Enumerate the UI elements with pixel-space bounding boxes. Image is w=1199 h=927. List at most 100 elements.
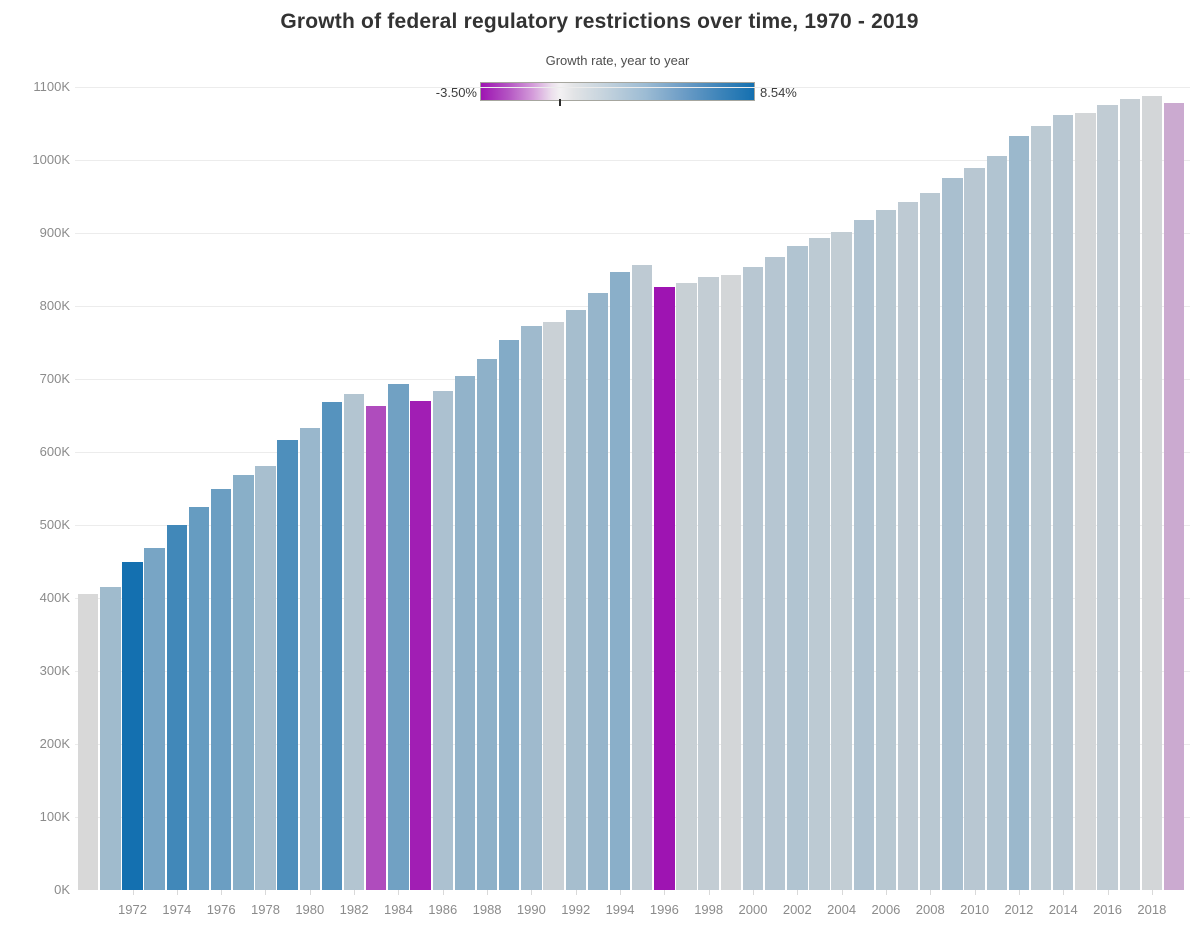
- bar-1996[interactable]: [654, 287, 675, 890]
- bar-1993[interactable]: [587, 292, 609, 890]
- x-tick-1988: [487, 890, 489, 895]
- y-axis-label-700K: 700K: [39, 371, 70, 386]
- gridline-1000K: [75, 160, 1190, 161]
- x-tick-2002: [797, 890, 799, 895]
- bar-1988[interactable]: [476, 359, 498, 890]
- bar-2012[interactable]: [1008, 135, 1030, 890]
- bar-2019[interactable]: [1163, 103, 1185, 890]
- bar-1987[interactable]: [454, 376, 476, 890]
- x-axis-label-2010: 2010: [960, 902, 990, 917]
- bar-1990[interactable]: [521, 325, 542, 890]
- x-axis-label-2016: 2016: [1093, 902, 1122, 917]
- bar-1981[interactable]: [321, 401, 343, 890]
- bar-1979[interactable]: [277, 440, 298, 890]
- gridline-900K: [75, 233, 1190, 234]
- gridline-1100K: [75, 87, 1190, 88]
- bar-1980[interactable]: [299, 427, 320, 890]
- bar-2005[interactable]: [853, 219, 874, 890]
- legend-zero-tick: [559, 99, 561, 106]
- bar-1977[interactable]: [233, 474, 254, 890]
- bar-1971[interactable]: [100, 587, 121, 890]
- x-axis-label-1980: 1980: [295, 902, 325, 917]
- bar-1999[interactable]: [720, 275, 742, 890]
- x-axis-label-1996: 1996: [649, 902, 679, 917]
- x-tick-1980: [309, 890, 311, 895]
- bar-2011[interactable]: [986, 155, 1007, 890]
- bar-1983[interactable]: [366, 406, 387, 890]
- bar-2016[interactable]: [1097, 105, 1118, 890]
- bar-1986[interactable]: [432, 391, 453, 890]
- legend-max-label: 8.54%: [760, 84, 840, 101]
- x-tick-2016: [1107, 890, 1109, 895]
- bar-2018[interactable]: [1141, 96, 1163, 890]
- x-axis-label-1974: 1974: [162, 902, 192, 917]
- bar-1997[interactable]: [676, 282, 697, 890]
- bar-2007[interactable]: [897, 202, 919, 890]
- x-tick-1982: [354, 890, 356, 895]
- x-axis-label-2000: 2000: [738, 902, 768, 917]
- y-axis-label-200K: 200K: [39, 736, 70, 751]
- bar-2009[interactable]: [942, 178, 963, 890]
- bar-1992[interactable]: [565, 309, 586, 890]
- bar-2015[interactable]: [1075, 113, 1096, 890]
- x-axis-label-1978: 1978: [251, 902, 280, 917]
- bar-1970[interactable]: [78, 594, 99, 890]
- bar-1973[interactable]: [144, 547, 165, 890]
- bar-2004[interactable]: [831, 231, 852, 890]
- y-axis-label-500K: 500K: [39, 517, 70, 532]
- bar-2014[interactable]: [1053, 115, 1074, 890]
- legend-title: Growth rate, year to year: [480, 53, 755, 68]
- x-axis-label-1982: 1982: [339, 902, 369, 917]
- x-axis-label-1990: 1990: [516, 902, 546, 917]
- bar-1984[interactable]: [388, 384, 409, 890]
- x-tick-2014: [1063, 890, 1065, 895]
- x-tick-2006: [885, 890, 887, 895]
- bar-1972[interactable]: [122, 561, 143, 890]
- legend-min-label: -3.50%: [397, 84, 477, 101]
- bar-2008[interactable]: [920, 192, 941, 890]
- y-axis-label-1100K: 1100K: [33, 79, 70, 94]
- bar-2000[interactable]: [742, 266, 764, 890]
- x-axis-label-1998: 1998: [694, 902, 724, 917]
- bar-1991[interactable]: [543, 322, 564, 890]
- x-tick-2004: [841, 890, 843, 895]
- bar-1998[interactable]: [698, 276, 719, 890]
- x-tick-2012: [1018, 890, 1020, 895]
- x-axis-label-1976: 1976: [206, 902, 236, 917]
- y-axis-label-400K: 400K: [39, 590, 70, 605]
- y-axis-label-300K: 300K: [39, 663, 70, 678]
- bar-1985[interactable]: [410, 400, 431, 890]
- bar-1978[interactable]: [255, 465, 276, 890]
- bar-1989[interactable]: [499, 339, 520, 890]
- bar-1995[interactable]: [632, 265, 653, 890]
- x-axis-label-2002: 2002: [782, 902, 812, 917]
- bar-2006[interactable]: [875, 210, 897, 890]
- bar-2003[interactable]: [809, 238, 830, 890]
- bar-2002[interactable]: [787, 246, 808, 890]
- x-axis-label-1972: 1972: [118, 902, 147, 917]
- y-axis-label-1000K: 1000K: [32, 152, 70, 167]
- bar-1994[interactable]: [609, 272, 631, 890]
- x-axis-label-2004: 2004: [827, 902, 857, 917]
- bar-1976[interactable]: [210, 488, 232, 890]
- x-axis-label-1988: 1988: [472, 902, 502, 917]
- bar-2013[interactable]: [1030, 126, 1052, 890]
- x-tick-1976: [221, 890, 223, 895]
- x-tick-1998: [708, 890, 710, 895]
- x-tick-2018: [1151, 890, 1153, 895]
- x-tick-2010: [974, 890, 976, 895]
- x-tick-2000: [753, 890, 754, 895]
- bar-2010[interactable]: [964, 168, 985, 890]
- bar-1974[interactable]: [166, 525, 188, 890]
- bar-2001[interactable]: [764, 257, 786, 890]
- x-tick-1990: [531, 890, 533, 895]
- bar-1975[interactable]: [188, 506, 210, 890]
- x-tick-1984: [398, 890, 400, 895]
- bar-1982[interactable]: [343, 393, 365, 890]
- x-tick-1994: [620, 890, 622, 895]
- bar-2017[interactable]: [1119, 98, 1140, 890]
- x-axis-label-2006: 2006: [871, 902, 901, 917]
- x-axis-label-1986: 1986: [428, 902, 458, 917]
- y-axis-label-800K: 800K: [39, 298, 70, 313]
- y-axis-label-600K: 600K: [39, 444, 70, 459]
